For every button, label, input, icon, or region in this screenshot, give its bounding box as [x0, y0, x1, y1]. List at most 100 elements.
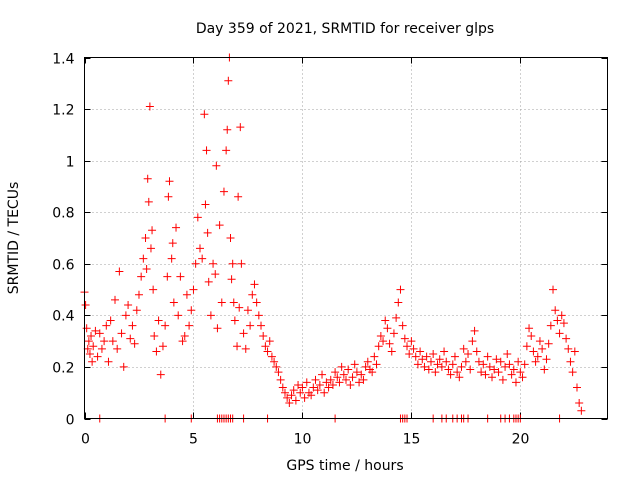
data-point — [461, 357, 470, 366]
data-point — [531, 357, 540, 366]
data-point — [243, 306, 252, 315]
data-point — [167, 254, 176, 263]
data-point — [389, 329, 398, 338]
data-point — [507, 370, 516, 379]
data-point — [239, 329, 248, 338]
data-point — [442, 357, 451, 366]
y-tick-label: 0.6 — [52, 258, 74, 274]
data-point — [346, 380, 355, 389]
data-point — [450, 352, 459, 361]
data-point — [119, 362, 128, 371]
y-tick-label: 1 — [66, 155, 75, 171]
data-point — [174, 311, 183, 320]
y-tick-labels: 0 0.2 0.4 0.6 0.8 1 1.2 1.4 — [52, 52, 74, 429]
data-point — [270, 357, 279, 366]
data-point — [440, 347, 449, 356]
data-point — [283, 393, 292, 402]
data-point — [289, 386, 298, 395]
data-point — [394, 298, 403, 307]
data-point — [206, 311, 215, 320]
data-point — [490, 365, 499, 374]
data-point — [180, 331, 189, 340]
y-tick-label: 1.4 — [52, 52, 74, 68]
data-point — [278, 383, 287, 392]
data-point — [505, 360, 514, 369]
data-point — [525, 324, 534, 333]
data-point — [488, 373, 497, 382]
data-point — [315, 380, 324, 389]
data-point — [163, 272, 172, 281]
y-tick-label: 1.2 — [52, 103, 74, 119]
data-point — [453, 368, 462, 377]
data-point — [496, 357, 505, 366]
data-point — [407, 337, 416, 346]
data-point — [235, 303, 244, 312]
data-point — [128, 321, 137, 330]
data-point — [200, 110, 209, 119]
data-point — [230, 316, 239, 325]
data-point — [361, 362, 370, 371]
data-point — [333, 373, 342, 382]
data-point — [229, 298, 238, 307]
data-point — [383, 324, 392, 333]
y-tick-label: 0.2 — [52, 361, 74, 377]
data-point — [202, 146, 211, 155]
data-point — [95, 329, 104, 338]
x-tick-label: 0 — [81, 432, 90, 448]
data-point — [549, 285, 558, 294]
data-point — [263, 347, 272, 356]
data-point — [130, 339, 139, 348]
data-point — [405, 350, 414, 359]
data-point — [211, 270, 220, 279]
data-point — [121, 311, 130, 320]
data-point — [215, 221, 224, 230]
data-point — [400, 334, 409, 343]
data-point — [348, 373, 357, 382]
data-point — [185, 321, 194, 330]
data-point — [267, 352, 276, 361]
data-point — [309, 383, 318, 392]
data-point — [201, 200, 210, 209]
data-point — [553, 316, 562, 325]
data-point — [455, 373, 464, 382]
data-point — [324, 383, 333, 392]
data-point — [198, 254, 207, 263]
data-point — [145, 102, 154, 111]
data-point — [89, 342, 98, 351]
data-point — [233, 342, 242, 351]
data-point — [337, 362, 346, 371]
data-point — [418, 355, 427, 364]
data-point — [448, 360, 457, 369]
data-point — [115, 267, 124, 276]
data-point — [503, 350, 512, 359]
data-point — [435, 355, 444, 364]
x-tick-label: 5 — [189, 432, 198, 448]
data-point — [363, 357, 372, 366]
x-tick-label: 15 — [403, 432, 421, 448]
data-point — [470, 326, 479, 335]
data-point — [195, 244, 204, 253]
data-point — [520, 360, 529, 369]
data-point — [313, 386, 322, 395]
data-point — [280, 388, 289, 397]
data-point — [403, 342, 412, 351]
data-point — [261, 342, 270, 351]
gridlines — [84, 57, 608, 419]
data-point — [318, 370, 327, 379]
data-point — [104, 357, 113, 366]
data-point — [398, 321, 407, 330]
data-point — [551, 306, 560, 315]
data-point — [193, 213, 202, 222]
y-tick-label: 0 — [66, 413, 75, 429]
data-point — [564, 344, 573, 353]
data-point — [570, 347, 579, 356]
data-point — [474, 357, 483, 366]
data-point — [219, 187, 228, 196]
data-point — [300, 393, 309, 402]
data-point — [237, 259, 246, 268]
data-point — [562, 334, 571, 343]
data-point — [566, 357, 575, 366]
data-point — [535, 337, 544, 346]
